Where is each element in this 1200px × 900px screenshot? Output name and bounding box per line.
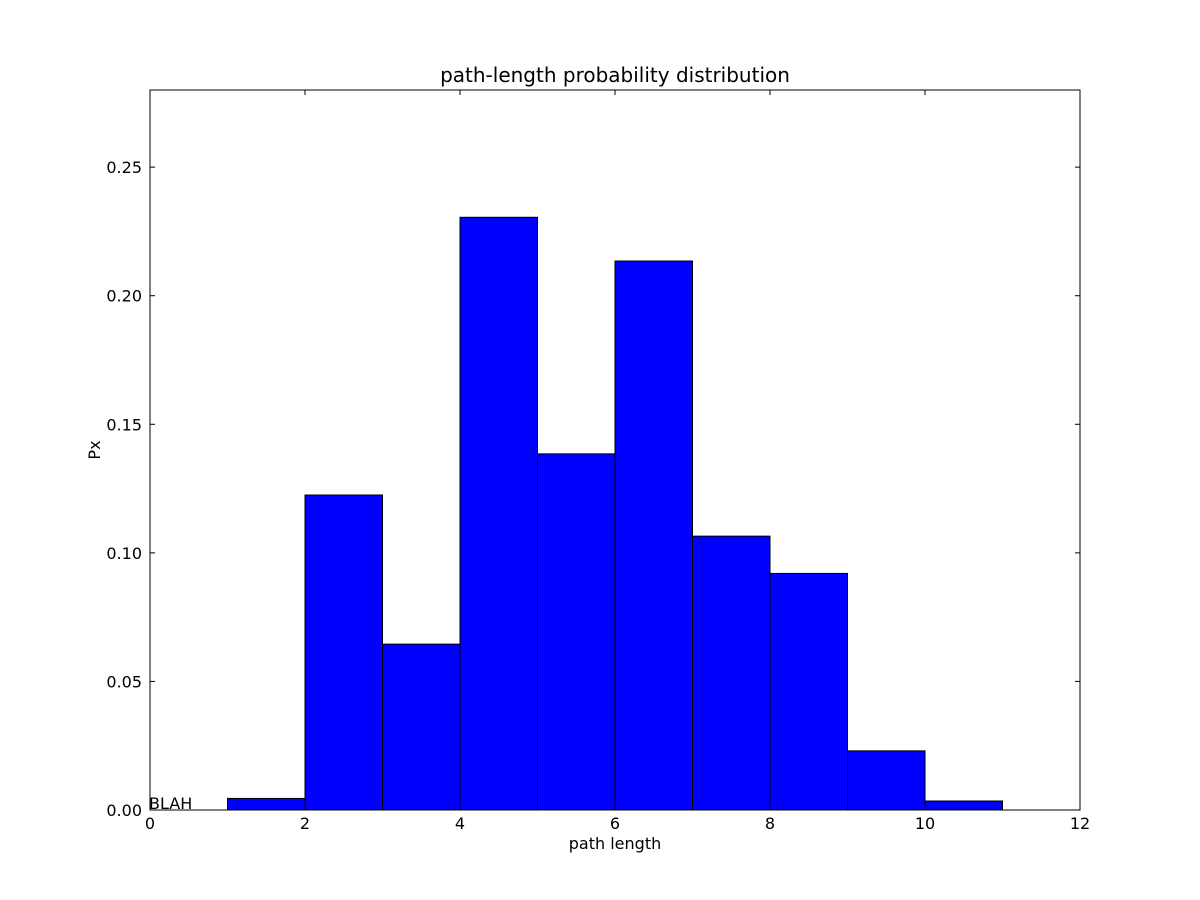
- x-tick-label: 6: [610, 814, 620, 833]
- bars-layer: [227, 216, 1003, 811]
- histogram-bar: [459, 216, 538, 811]
- histogram-bar: [537, 453, 616, 811]
- histogram-bar: [227, 797, 306, 811]
- histogram-bar: [382, 643, 461, 811]
- histogram-bar: [847, 750, 926, 811]
- annotation-layer: BLAH: [149, 794, 192, 813]
- y-axis-label: Px: [85, 440, 104, 459]
- chart-title: path-length probability distribution: [440, 63, 790, 87]
- x-tick-label: 12: [1070, 814, 1090, 833]
- x-tick-label: 0: [145, 814, 155, 833]
- y-tick-label: 0.20: [106, 287, 142, 306]
- histogram-bar: [614, 260, 693, 811]
- x-tick-label: 8: [765, 814, 775, 833]
- x-tick-label: 4: [455, 814, 465, 833]
- annotation-text: BLAH: [149, 794, 192, 813]
- ticks-layer: 0 2 4 6 8 10 12 0.00 0.05 0.10 0.15 0.20 0.25: [106, 90, 1090, 833]
- histogram-bar: [692, 535, 771, 811]
- histogram-bar: [924, 800, 1003, 811]
- y-tick-label: 0.10: [106, 544, 142, 563]
- histogram-bar: [304, 494, 383, 811]
- y-tick-label: 0.25: [106, 158, 142, 177]
- y-tick-label: 0.15: [106, 415, 142, 434]
- x-tick-label: 2: [300, 814, 310, 833]
- x-tick-label: 10: [915, 814, 935, 833]
- y-tick-label: 0.05: [106, 672, 142, 691]
- y-tick-label: 0.00: [106, 801, 142, 820]
- histogram-bar: [769, 572, 848, 811]
- x-axis-label: path length: [569, 834, 661, 853]
